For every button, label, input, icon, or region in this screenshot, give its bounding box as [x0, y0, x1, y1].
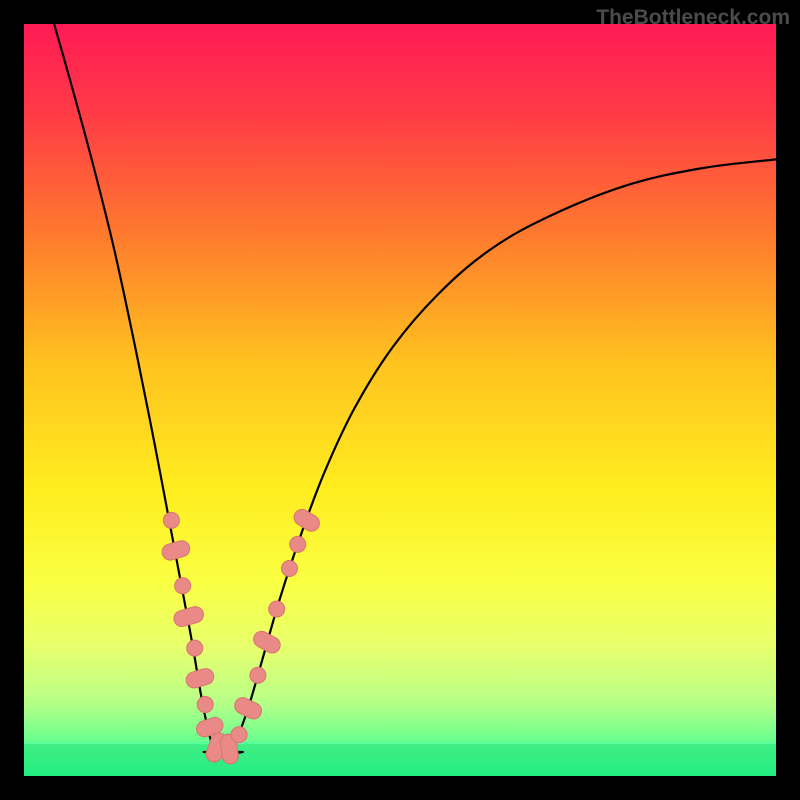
green-band-edge: [24, 742, 776, 744]
marker-dot: [281, 560, 297, 576]
marker-dot: [175, 578, 191, 594]
marker-dot: [250, 667, 266, 683]
gradient-background: [24, 24, 776, 776]
marker-dot: [269, 601, 285, 617]
marker-dot: [290, 536, 306, 552]
marker-dot: [187, 640, 203, 656]
watermark-text: TheBottleneck.com: [596, 6, 790, 30]
marker-dot: [231, 727, 247, 743]
marker-dot: [163, 512, 179, 528]
marker-dot: [197, 697, 213, 713]
green-band: [24, 742, 776, 776]
chart-frame: TheBottleneck.com: [0, 0, 800, 800]
plot-area: [24, 24, 776, 776]
chart-svg: [24, 24, 776, 776]
